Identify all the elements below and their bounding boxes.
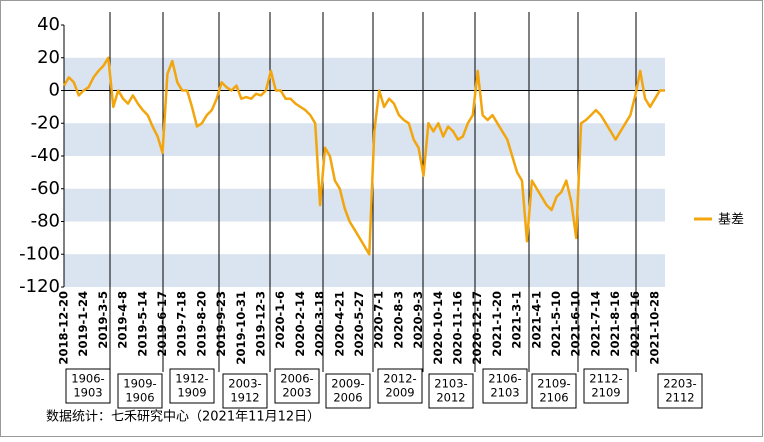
contract-label: 2006- [280,372,313,386]
x-tick-label: 2020-12-17 [470,291,484,365]
contract-label: 2203- [663,377,696,391]
x-tick-label: 2019-8-20 [194,291,208,357]
contract-label: 2109- [537,377,570,391]
contract-label: 2009 [385,386,414,400]
x-tick-label: 2021-6-10 [569,291,583,357]
x-tick-label: 2019-6-17 [155,291,169,357]
contract-label: 2109 [591,386,620,400]
x-tick-label: 2021-10-28 [648,291,662,365]
contract-box [657,373,703,409]
y-tick-label: -20 [31,112,60,133]
contract-label: 2012 [436,391,465,405]
x-tick-label: 2019-4-8 [116,291,130,349]
x-tick-label: 2019-12-3 [254,291,268,357]
contract-box [117,373,163,409]
x-tick-label: 2019-9-23 [214,291,228,357]
contract-label: 2103 [490,386,519,400]
x-tick-label: 2020-5-27 [352,291,366,357]
x-tick-label: 2021-8-16 [608,291,622,357]
x-tick-label: 2020-3-18 [313,291,327,357]
contract-label: 1906- [71,372,104,386]
contract-label: 2003 [282,386,311,400]
x-tick-label: 2020-4-21 [332,291,346,357]
contract-label: 2103- [434,377,467,391]
y-tick-label: -100 [19,243,60,264]
x-tick-label: 2021-3-1 [510,291,524,349]
contract-label: 2112- [589,372,622,386]
contract-label: 2106 [539,391,568,405]
x-tick-label: 2019-1-24 [76,291,90,357]
x-tick-label: 2019-7-18 [175,291,189,357]
x-tick-label: 2019-10-31 [234,291,248,365]
x-tick-label: 2020-10-14 [431,291,445,365]
y-tick-label: -40 [31,145,60,166]
contract-label: 1909- [123,377,156,391]
band [64,188,665,222]
y-tick-label: 0 [49,80,60,101]
x-tick-label: 2018-12-20 [57,291,71,365]
contract-box [531,373,577,409]
contract-box [274,368,320,404]
contract-box [482,368,528,404]
contract-label: 1909 [177,386,206,400]
x-tick-label: 2021-5-10 [549,291,563,357]
y-tick-label: -60 [31,178,60,199]
x-tick-label: 2020-1-6 [273,291,287,349]
contract-box [222,373,268,409]
contract-box [325,373,371,409]
x-tick-label: 2020-11-16 [451,291,465,365]
x-tick-label: 2021-1-20 [490,291,504,357]
contract-label: 2003- [228,377,261,391]
contract-label: 2106- [488,372,521,386]
y-tick-label: 40 [37,14,60,35]
y-tick-label: -120 [19,276,60,297]
contract-label: 2006 [333,391,362,405]
x-tick-label: 2019-3-5 [96,291,110,349]
band [64,57,665,91]
x-tick-label: 2021-9-16 [628,291,642,357]
x-tick-label: 2020-2-14 [293,291,307,357]
contract-box [377,368,423,404]
x-tick-label: 2021-7-14 [588,291,602,357]
x-tick-label: 2020-9-3 [411,291,425,349]
legend-label: 基差 [718,213,744,228]
x-tick-label: 2020-7-1 [372,291,386,349]
x-tick-label: 2019-5-14 [135,291,149,357]
contract-label: 2012- [383,372,416,386]
contract-label: 1912- [175,372,208,386]
contract-box [65,368,111,404]
contract-label: 1912 [230,391,259,405]
contract-box [428,373,474,409]
data-line [62,56,665,256]
y-tick-label: -80 [31,211,60,232]
y-tick-label: 20 [37,47,60,68]
band [64,254,665,287]
contract-label: 2112 [665,391,694,405]
contract-label: 1903 [73,386,102,400]
contract-label: 2009- [331,377,364,391]
x-tick-label: 2020-8-3 [391,291,405,349]
x-tick-label: 2021-4-1 [529,291,543,349]
source-note: 数据统计：七禾研究中心（2021年11月12日） [46,410,320,425]
contract-box [583,368,629,404]
contract-box [169,368,215,404]
contract-label: 1906 [125,391,154,405]
